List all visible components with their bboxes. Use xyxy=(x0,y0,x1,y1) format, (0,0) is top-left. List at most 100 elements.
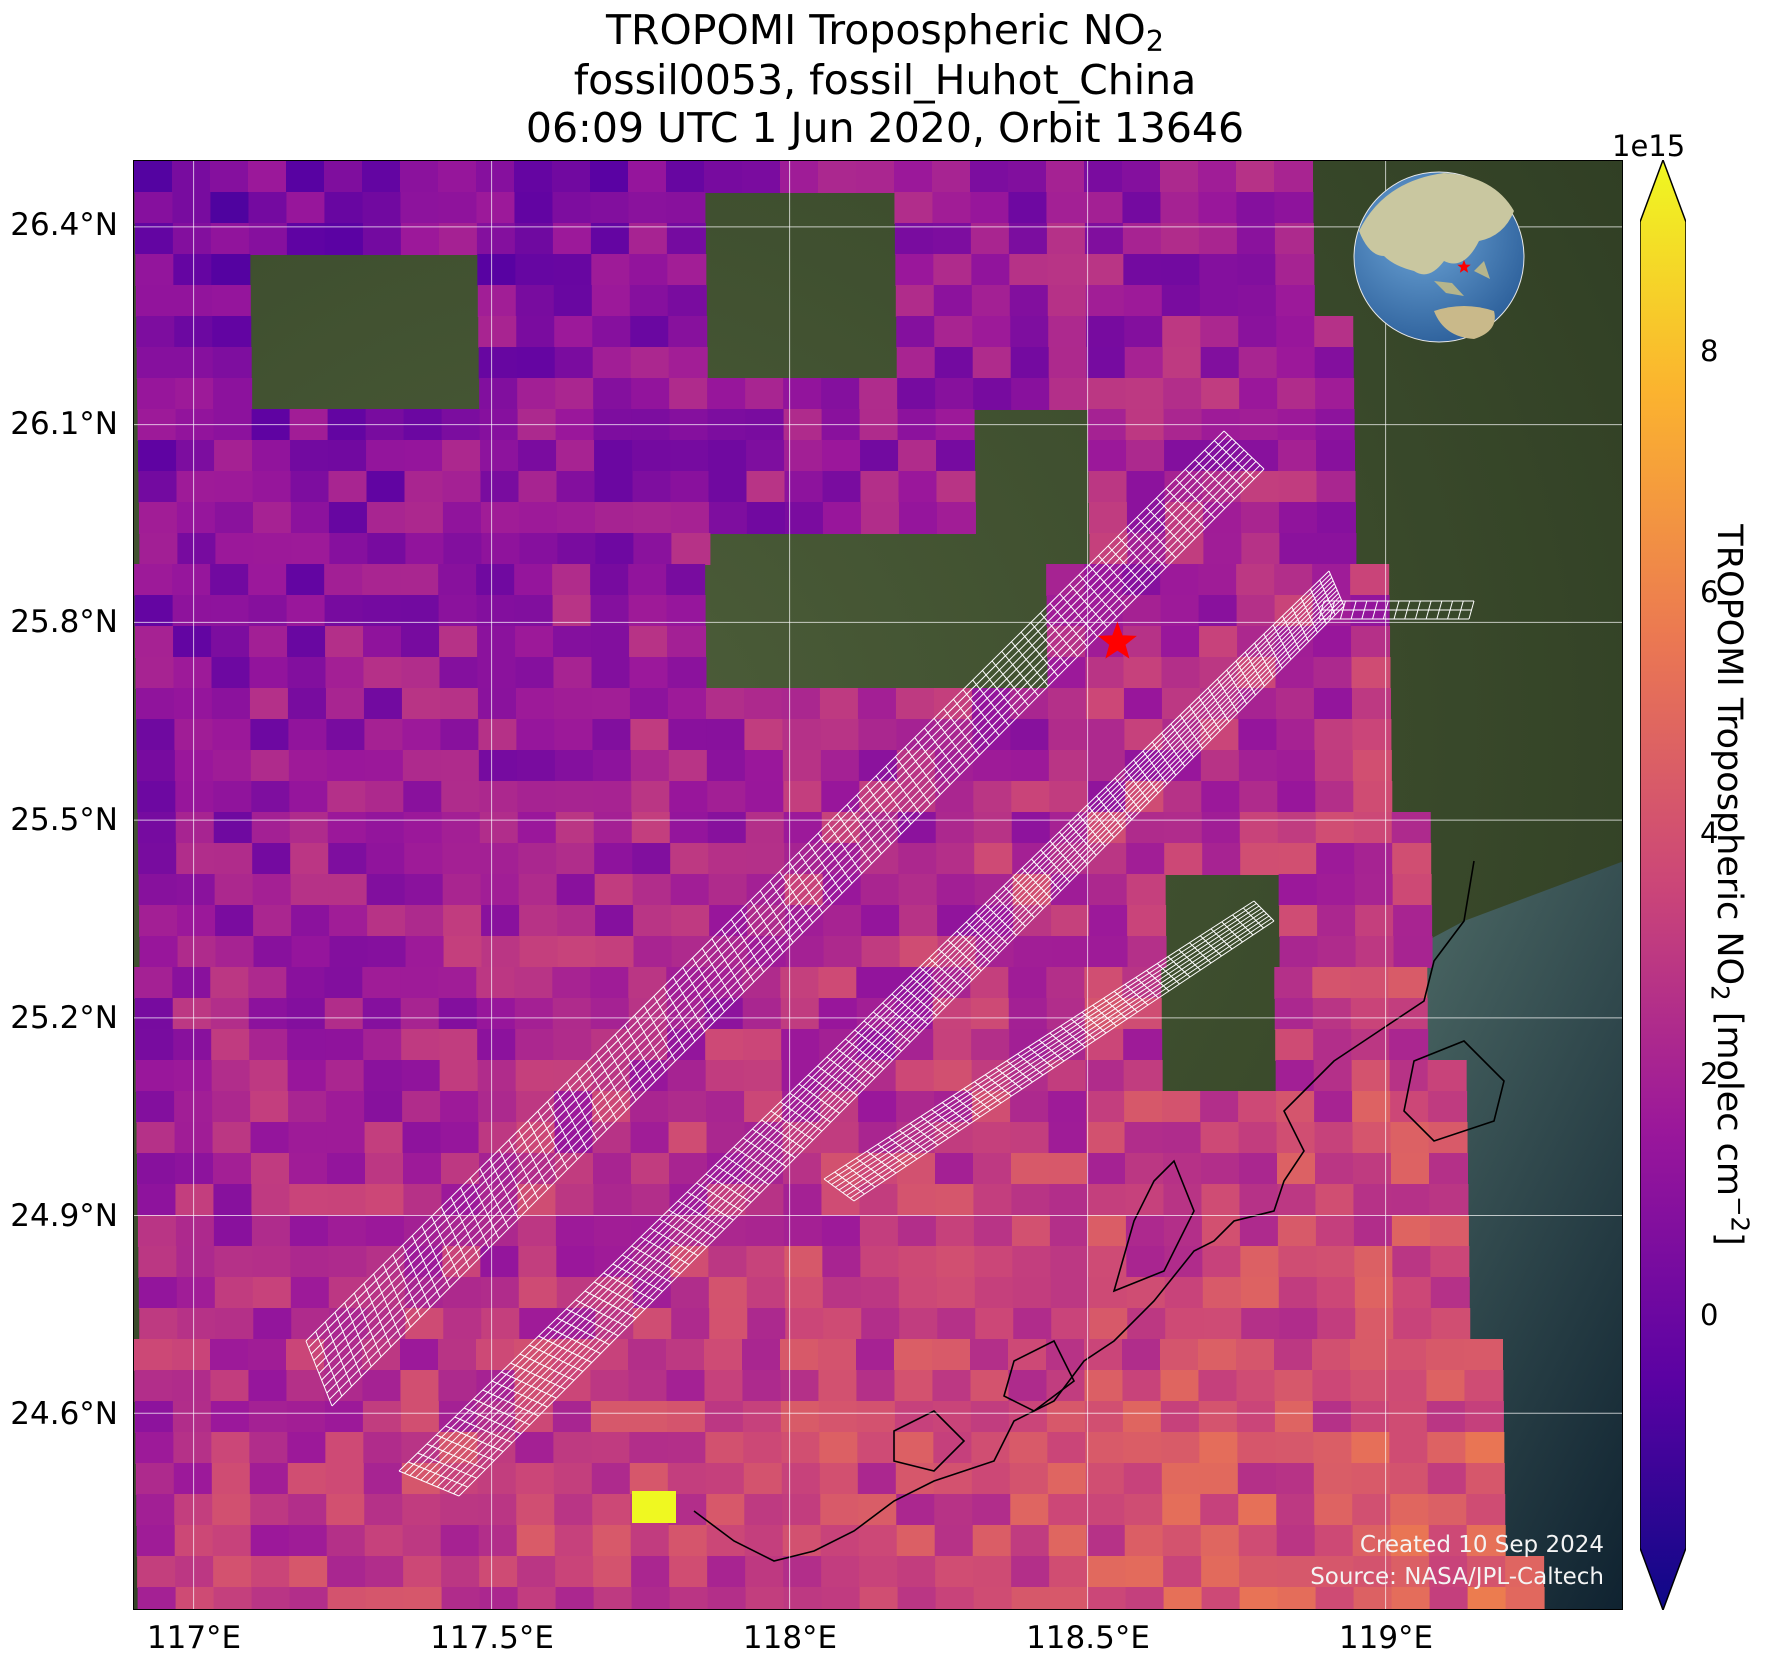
no2-pixel xyxy=(211,626,251,658)
no2-pixel xyxy=(441,781,481,813)
no2-pixel xyxy=(213,812,253,844)
no2-pixel xyxy=(172,967,212,999)
no2-pixel xyxy=(440,1494,480,1526)
footprint-line xyxy=(1105,786,1132,820)
no2-pixel xyxy=(669,1556,709,1588)
no2-pixel xyxy=(1313,1060,1353,1092)
footprint-line xyxy=(1031,858,1062,892)
no2-pixel xyxy=(328,1246,368,1278)
map-canvas[interactable] xyxy=(134,161,1623,1610)
no2-pixel xyxy=(1279,905,1319,937)
no2-pixel xyxy=(666,595,706,627)
footprint-line xyxy=(1003,885,1035,918)
no2-pixel xyxy=(1316,502,1356,534)
no2-pixel xyxy=(403,1587,443,1609)
no2-pixel xyxy=(518,874,558,906)
no2-pixel xyxy=(1163,1153,1202,1185)
footprint-line xyxy=(409,577,1333,1476)
no2-pixel xyxy=(362,998,402,1030)
no2-pixel xyxy=(1466,1525,1506,1557)
no2-pixel xyxy=(1276,347,1316,379)
no2-pixel xyxy=(633,905,673,937)
no2-pixel xyxy=(1276,1122,1316,1154)
no2-pixel xyxy=(400,998,440,1030)
no2-pixel xyxy=(1236,192,1276,224)
no2-pixel xyxy=(745,1215,785,1247)
no2-pixel xyxy=(709,1308,749,1340)
footprint-strip-north xyxy=(305,430,1265,1407)
map-panel[interactable]: Created 10 Sep 2024 Source: NASA/JPL-Cal… xyxy=(133,160,1623,1610)
no2-pixel xyxy=(783,1215,823,1247)
no2-pixel xyxy=(1084,1401,1124,1433)
no2-pixel xyxy=(857,1463,897,1495)
no2-pixel xyxy=(1125,1556,1165,1588)
no2-pixel xyxy=(1161,285,1201,317)
coastline-path xyxy=(893,1410,966,1472)
no2-pixel xyxy=(1317,1308,1357,1340)
no2-pixel xyxy=(1127,1308,1167,1340)
no2-pixel xyxy=(856,1339,895,1371)
no2-pixel xyxy=(821,378,861,410)
no2-pixel xyxy=(290,1277,330,1309)
no2-pixel xyxy=(1274,223,1314,255)
no2-pixel xyxy=(440,1525,480,1557)
target-star-marker[interactable] xyxy=(1097,621,1137,659)
no2-pixel xyxy=(212,1494,252,1526)
inset-globe-land-islands xyxy=(1434,261,1490,296)
no2-pixel xyxy=(478,316,518,348)
no2-pixel xyxy=(1051,936,1091,968)
no2-pixel xyxy=(1236,161,1275,193)
no2-pixel xyxy=(1122,161,1161,193)
footprint-line xyxy=(566,1308,619,1337)
no2-pixel xyxy=(443,1308,483,1340)
no2-pixel xyxy=(1430,1277,1470,1309)
no2-pixel xyxy=(1161,657,1201,689)
no2-pixel xyxy=(592,750,632,782)
no2-pixel xyxy=(363,626,403,658)
no2-pixel xyxy=(708,1246,748,1278)
no2-pixel xyxy=(856,1401,896,1433)
no2-pixel xyxy=(705,1029,745,1061)
no2-pixel xyxy=(556,843,596,875)
no2-pixel xyxy=(1050,1277,1090,1309)
no2-pixel xyxy=(326,1122,366,1154)
no2-pixel xyxy=(438,595,478,627)
no2-pixel xyxy=(932,192,972,224)
inset-globe[interactable] xyxy=(1353,171,1525,343)
no2-pixel xyxy=(975,936,1015,968)
no2-pixel xyxy=(746,502,786,534)
no2-pixel xyxy=(404,440,444,472)
no2-pixel xyxy=(214,1277,254,1309)
no2-pixel xyxy=(555,812,595,844)
no2-pixel xyxy=(632,440,672,472)
no2-pixel xyxy=(1316,843,1356,875)
no2-pixel xyxy=(252,440,292,472)
no2-pixel xyxy=(480,843,520,875)
colorbar xyxy=(1640,160,1686,1610)
footprint-line xyxy=(853,920,1275,1202)
no2-pixel xyxy=(248,998,288,1030)
no2-pixel xyxy=(1126,843,1166,875)
no2-pixel xyxy=(821,1215,861,1247)
no2-pixel xyxy=(1353,812,1393,844)
no2-pixel xyxy=(363,657,403,689)
no2-pixel xyxy=(553,285,593,317)
no2-pixel xyxy=(1275,1432,1315,1464)
no2-pixel xyxy=(515,657,555,689)
no2-pixel xyxy=(782,1494,822,1526)
footprint-strip-middle xyxy=(823,900,1275,1202)
no2-pixel xyxy=(137,1556,177,1588)
map-title-line3: 06:09 UTC 1 Jun 2020, Orbit 13646 xyxy=(525,104,1245,152)
footprint-line xyxy=(640,1236,690,1266)
no2-pixel xyxy=(481,533,521,565)
lat-label: 25.8°N xyxy=(10,604,118,640)
no2-pixel xyxy=(708,1277,748,1309)
no2-pixel xyxy=(782,750,822,782)
no2-pixel xyxy=(138,502,178,534)
no2-pixel xyxy=(329,533,369,565)
footprint-line xyxy=(659,1218,708,1248)
no2-pixel xyxy=(136,1091,176,1123)
no2-pixel xyxy=(328,843,368,875)
no2-pixel xyxy=(1202,1277,1242,1309)
no2-pixel xyxy=(440,1091,480,1123)
